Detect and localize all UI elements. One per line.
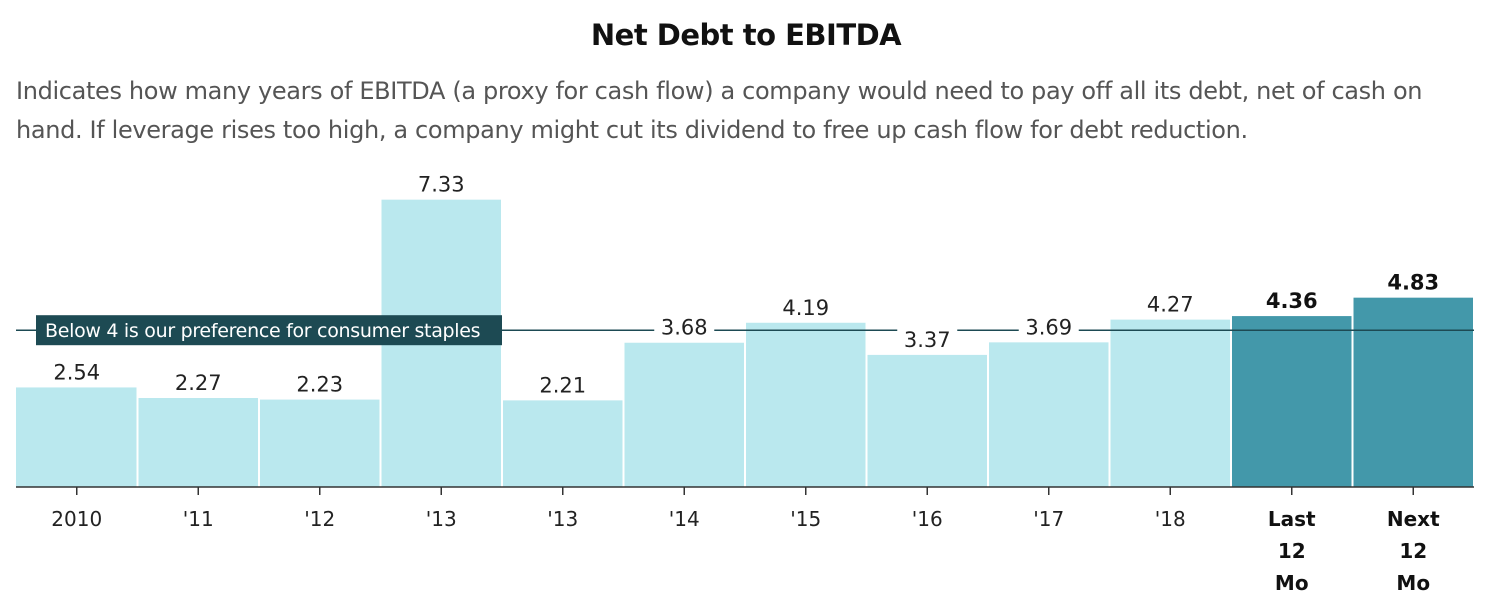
x-tick-label-8: '17 <box>1033 507 1064 531</box>
x-tick-label-3: '13 <box>426 507 457 531</box>
x-axis: 2010 '11 '12 '13 '13 '14 '15 '16 '17 '18 Last 12 Mo N… <box>16 486 1474 595</box>
x-tick-label-1: '11 <box>183 507 214 531</box>
bar-8 <box>989 342 1109 487</box>
bar-4 <box>503 400 623 487</box>
value-label-10: 4.36 <box>1266 289 1318 313</box>
value-label-1: 2.27 <box>175 371 222 395</box>
x-tick-label-9: '18 <box>1155 507 1186 531</box>
bars-group <box>16 199 1473 487</box>
value-label-9: 4.27 <box>1147 293 1194 317</box>
x-tick-label-11: Next 12 Mo <box>1387 507 1440 595</box>
reference-label: Below 4 is our preference for consumer s… <box>45 320 480 342</box>
value-label-7: 3.37 <box>904 328 951 352</box>
bar-11 <box>1353 297 1473 487</box>
value-label-bg-8 <box>1018 315 1079 340</box>
value-label-6: 4.19 <box>782 296 829 320</box>
value-label-0: 2.54 <box>53 360 100 384</box>
x-tick-label-0: 2010 <box>51 507 102 531</box>
value-label-bg-5 <box>654 315 715 340</box>
value-label-5: 3.68 <box>661 316 708 340</box>
value-label-bg-7 <box>897 327 958 352</box>
x-tick-label-5: '14 <box>669 507 700 531</box>
x-tick-label-10: Last 12 Mo <box>1268 507 1316 595</box>
bar-2 <box>260 399 380 487</box>
reference-label-box <box>36 315 502 346</box>
reference-group: Below 4 is our preference for consumer s… <box>16 315 1474 346</box>
bar-1 <box>138 398 258 487</box>
bar-6 <box>746 322 866 487</box>
chart-subtitle: Indicates how many years of EBITDA (a pr… <box>16 77 1423 144</box>
chart-title: Net Debt to EBITDA <box>590 18 902 52</box>
value-label-11: 4.83 <box>1387 271 1439 295</box>
x-tick-label-4: '13 <box>547 507 578 531</box>
bar-9 <box>1110 319 1230 487</box>
x-tick-label-6: '15 <box>790 507 821 531</box>
bar-7 <box>867 354 987 487</box>
value-label-2: 2.23 <box>296 373 343 397</box>
value-label-4: 2.21 <box>539 373 586 397</box>
x-tick-label-7: '16 <box>912 507 943 531</box>
x-tick-label-2: '12 <box>304 507 335 531</box>
bar-10 <box>1232 316 1352 487</box>
value-labels-group: 2.54 2.27 2.23 7.33 2.21 3.68 4.19 3.37 3.69 4.27… <box>53 173 1439 398</box>
value-label-3: 7.33 <box>418 173 465 197</box>
bar-5 <box>624 342 744 487</box>
value-label-8: 3.69 <box>1025 315 1072 339</box>
bar-0 <box>16 387 137 487</box>
